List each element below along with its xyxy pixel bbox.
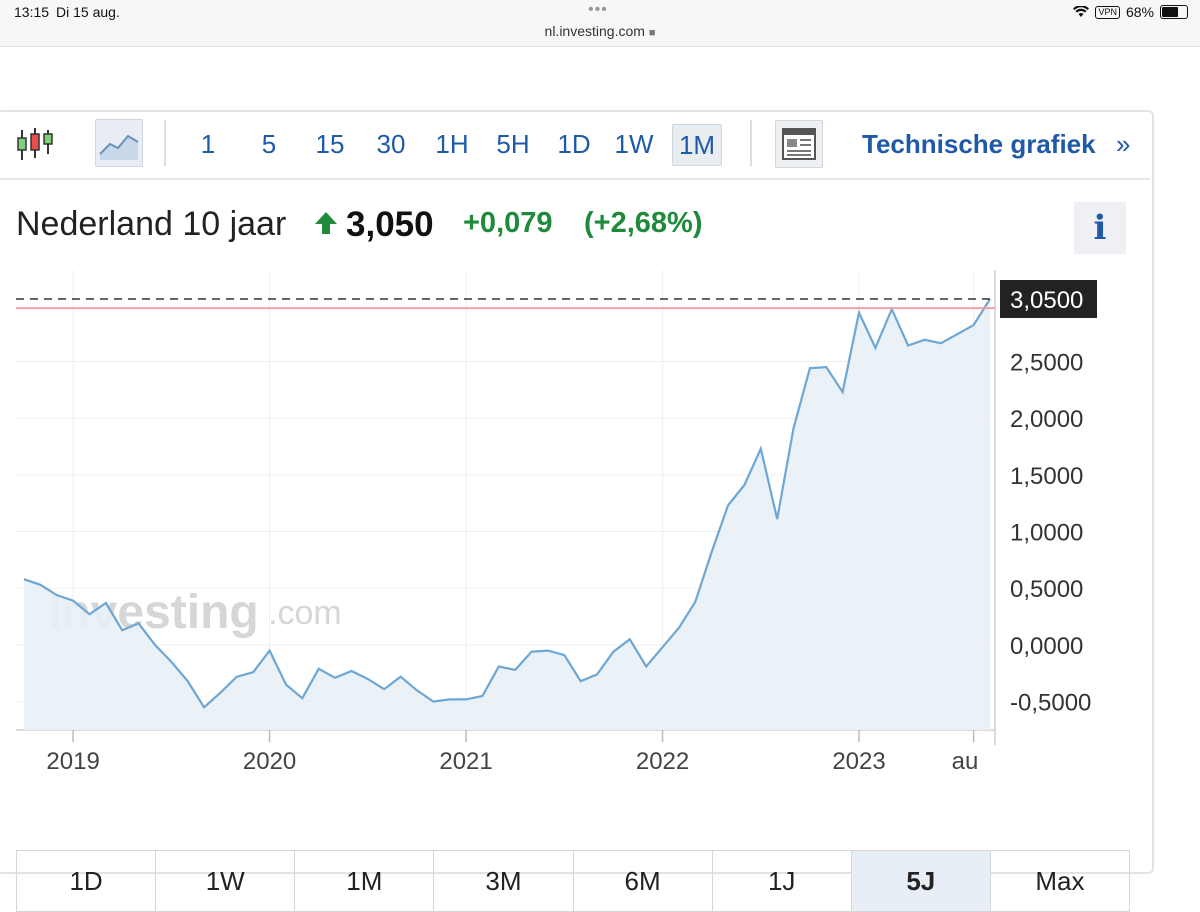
tf-1[interactable]: 1 (200, 129, 216, 159)
range-1d[interactable]: 1D (17, 851, 157, 911)
tf-5h[interactable]: 5H (496, 129, 530, 159)
range-5j[interactable]: 5J (851, 851, 991, 911)
candlestick-icon[interactable] (16, 126, 56, 162)
y-tick-label: 0,0000 (1010, 633, 1083, 660)
toolbar-divider (164, 120, 166, 166)
tf-15[interactable]: 15 (315, 129, 345, 159)
status-right: VPN 68% (1073, 4, 1188, 20)
battery-icon (1160, 5, 1188, 19)
area-chart-icon (99, 134, 139, 160)
chart-toolbar (0, 110, 1150, 180)
arrow-up-icon (315, 212, 337, 234)
tf-1w[interactable]: 1W (614, 129, 654, 159)
wifi-icon (1073, 6, 1090, 17)
x-tick-label: 2020 (243, 748, 296, 775)
tf-1h[interactable]: 1H (435, 129, 469, 159)
last-price-label-bg (1000, 280, 1097, 319)
y-tick-label: 1,0000 (1010, 520, 1083, 547)
last-price-label: 3,0500 (1010, 287, 1083, 314)
status-bar: 13:15 Di 15 aug. ••• nl.investing.com ■ … (0, 0, 1200, 47)
x-tick-label: 2021 (439, 748, 492, 775)
news-button[interactable] (775, 120, 823, 168)
y-tick-label: 1,5000 (1010, 463, 1083, 490)
y-tick-label: 2,5000 (1010, 349, 1083, 376)
chevron-double-right-icon[interactable]: » (1116, 129, 1131, 159)
status-time: 13:15 (14, 4, 50, 20)
x-tick-label: au (952, 748, 979, 775)
price-change-percent: (+2,68%) (584, 207, 703, 239)
range-1m[interactable]: 1M (295, 851, 435, 911)
range-6m[interactable]: 6M (574, 851, 713, 911)
watermark-suffix: .com (268, 594, 342, 632)
url-bar[interactable]: nl.investing.com ■ (0, 23, 1200, 39)
url-text: nl.investing.com (544, 23, 645, 39)
area-chart-button[interactable] (95, 119, 143, 167)
toolbar-divider (750, 120, 752, 166)
y-tick-label: -0,5000 (1010, 690, 1091, 717)
range-1w[interactable]: 1W (156, 851, 296, 911)
tf-5[interactable]: 5 (261, 129, 277, 159)
instrument-title: Nederland 10 jaar (16, 205, 287, 243)
technical-chart-link[interactable]: Technische grafiek (862, 129, 1096, 159)
price-change: +0,079 (463, 207, 553, 239)
vpn-badge: VPN (1095, 5, 1120, 19)
range-3m[interactable]: 3M (434, 851, 574, 911)
lock-icon: ■ (648, 27, 656, 39)
more-dots-icon[interactable]: ••• (588, 1, 608, 18)
y-tick-label: 2,0000 (1010, 406, 1083, 433)
x-tick-label: 2023 (832, 748, 885, 775)
x-tick-label: 2022 (636, 748, 689, 775)
tf-30[interactable]: 30 (376, 129, 406, 159)
x-tick-label: 2019 (46, 748, 99, 775)
series-area (24, 299, 990, 730)
y-tick-label: 0,5000 (1010, 576, 1083, 603)
last-price: 3,050 (346, 205, 434, 244)
series-line (23, 298, 991, 709)
news-icon (782, 128, 816, 160)
tf-1d[interactable]: 1D (557, 129, 591, 159)
info-button[interactable]: i (1074, 202, 1126, 254)
battery-percent: 68% (1125, 4, 1154, 20)
range-max[interactable]: Max (1035, 866, 1085, 896)
range-1j[interactable]: 1J (713, 851, 852, 911)
status-date: Di 15 aug. (56, 4, 120, 20)
tf-1m[interactable]: 1M (672, 124, 722, 166)
range-selector: 1D 1W 1M 3M 6M 1J 5J Max (16, 850, 1130, 912)
